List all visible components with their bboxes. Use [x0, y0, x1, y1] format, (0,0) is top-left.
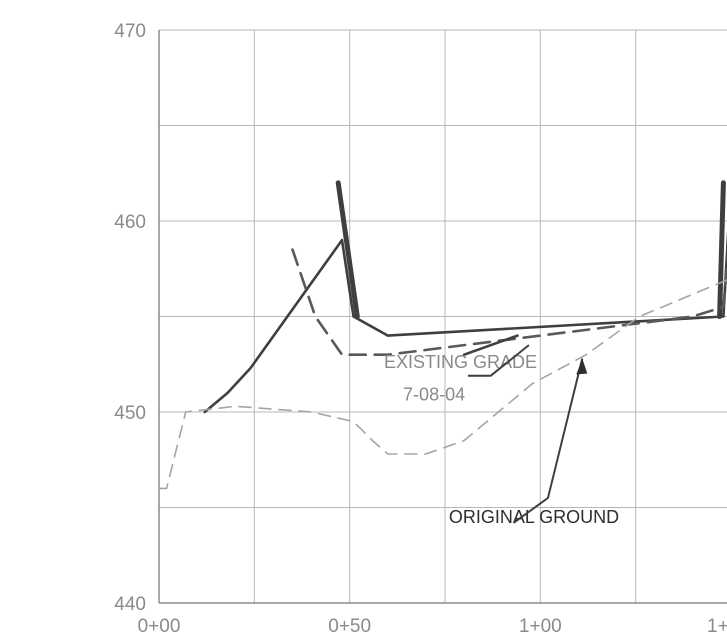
profile-line-solid	[462, 334, 519, 357]
profile-line-dashed-light	[158, 279, 727, 490]
leader-original-ground	[513, 358, 584, 524]
annotation-label: EXISTING GRADE	[384, 352, 537, 372]
x-tick-label: 1+00	[519, 616, 562, 636]
y-tick-label: 470	[114, 21, 146, 42]
y-tick-label: 450	[114, 403, 146, 424]
annotations: EXISTING GRADE 7-08-04 ORIGINAL GROUND	[384, 344, 619, 527]
x-tick-label: 1+	[707, 616, 727, 636]
x-tick-label: 0+50	[328, 616, 371, 636]
tick-labels: 440 450 460 470 0+00 0+50 1+00 1+	[114, 21, 727, 636]
arrowhead	[576, 358, 588, 375]
profile-line-solid	[203, 230, 727, 414]
y-tick-label: 440	[114, 594, 146, 615]
x-tick-label: 0+00	[138, 616, 181, 636]
annotation-label: 7-08-04	[403, 385, 465, 405]
profile-lines	[158, 180, 727, 490]
profile-line-solid-heavy	[335, 180, 360, 319]
profile-line-solid-heavy	[717, 180, 726, 319]
leader-existing-grade	[467, 344, 530, 377]
profile-line-dashed-heavy	[291, 248, 727, 357]
grid	[158, 29, 727, 604]
annotation-label: ORIGINAL GROUND	[449, 507, 619, 527]
y-tick-label: 460	[114, 212, 146, 233]
